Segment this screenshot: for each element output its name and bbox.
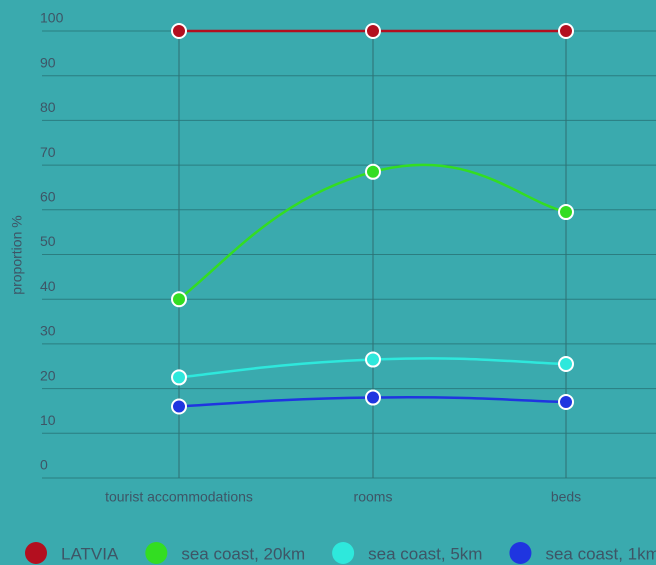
data-point xyxy=(558,394,574,411)
x-tick-label: beds xyxy=(551,489,581,505)
x-tick-label: tourist accommodations xyxy=(105,489,253,505)
y-tick-label: 20 xyxy=(40,367,56,383)
y-tick-label: 30 xyxy=(40,323,56,339)
data-point xyxy=(171,23,187,39)
y-tick-label: 80 xyxy=(40,99,56,115)
data-point xyxy=(365,23,381,39)
y-tick-label: 10 xyxy=(40,412,56,428)
legend-marker xyxy=(332,542,355,564)
legend-label: sea coast, 20km xyxy=(181,544,305,563)
legend-label: sea coast, 5km xyxy=(368,544,482,563)
legend-label: sea coast, 1km xyxy=(545,544,656,563)
y-tick-label: 0 xyxy=(40,457,48,473)
data-point xyxy=(558,356,574,373)
legend-marker xyxy=(25,542,47,564)
data-point xyxy=(365,351,381,368)
data-point xyxy=(558,23,574,39)
y-tick-label: 50 xyxy=(40,233,56,249)
y-tick-label: 90 xyxy=(40,54,56,70)
y-tick-label: 40 xyxy=(40,278,56,294)
legend-marker xyxy=(145,542,168,564)
data-point xyxy=(171,398,187,415)
y-tick-label: 100 xyxy=(40,10,64,26)
data-point xyxy=(365,163,381,180)
legend: LATVIA sea coast, 20km sea coast, 5km sea c… xyxy=(25,542,656,564)
data-point xyxy=(171,291,187,308)
y-tick-label: 60 xyxy=(40,189,56,205)
y-axis-label: proportion % xyxy=(9,215,25,294)
legend-marker xyxy=(509,542,532,564)
data-point xyxy=(365,389,381,406)
x-tick-label: rooms xyxy=(354,489,393,505)
data-point xyxy=(171,369,187,386)
legend-label: LATVIA xyxy=(61,544,119,563)
y-tick-label: 70 xyxy=(40,144,56,160)
data-point xyxy=(558,204,574,221)
